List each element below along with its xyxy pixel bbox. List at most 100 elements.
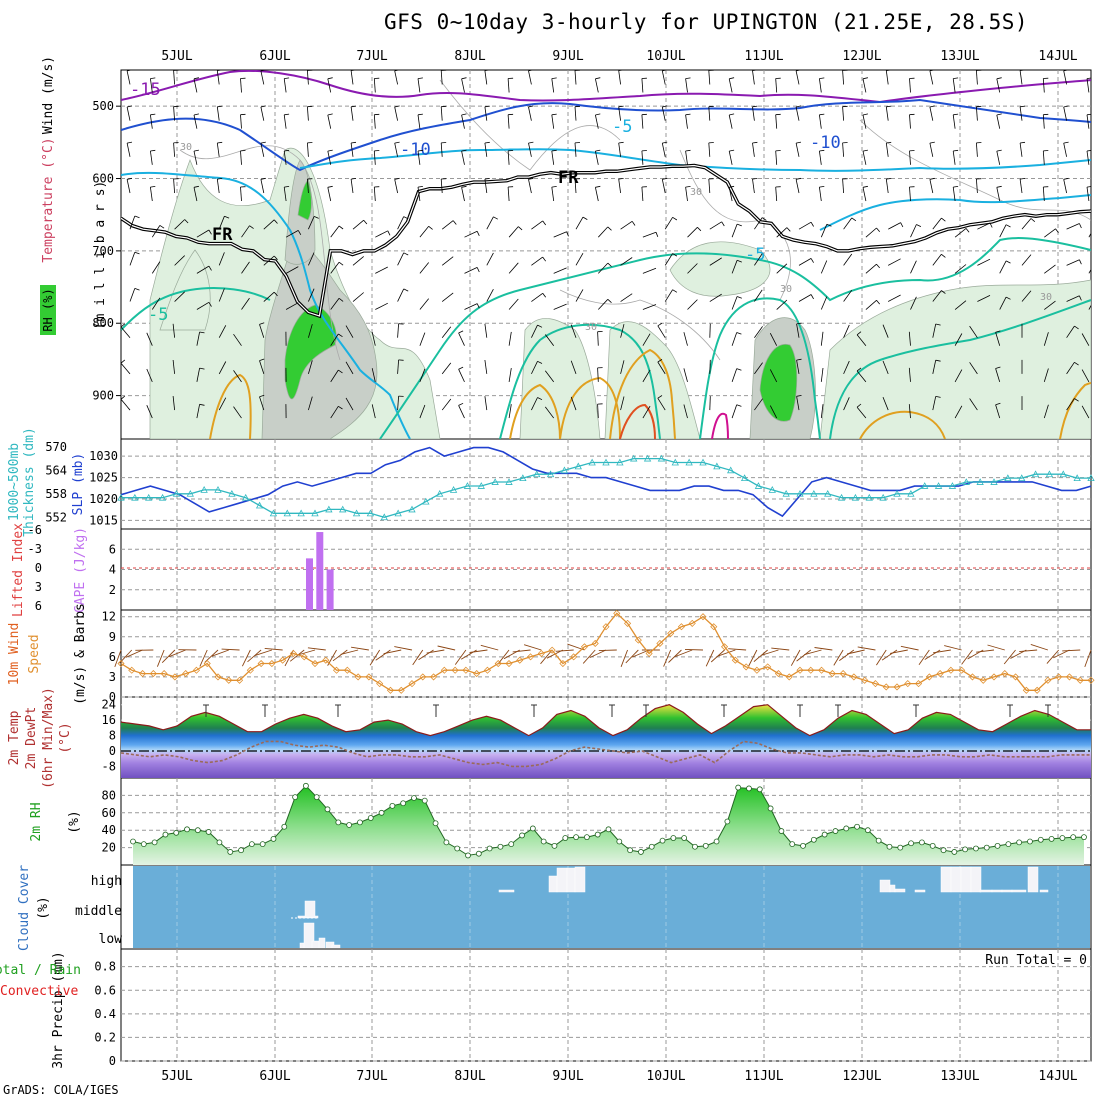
- thickness-marker: [921, 482, 929, 489]
- wind-barb: [820, 260, 828, 274]
- wind-barb-flag: [995, 402, 1001, 406]
- rh2m-marker: [962, 846, 969, 853]
- wind10m-marker: [322, 656, 330, 664]
- wind-barb-flag: [1074, 398, 1079, 402]
- rh2m-marker: [443, 839, 450, 846]
- wind-barb-flag: [284, 149, 290, 152]
- rh2m-marker: [151, 839, 158, 846]
- wind-barb: [173, 178, 175, 194]
- wind10m-marker: [785, 673, 793, 681]
- wind-barb: [796, 396, 800, 411]
- wind10m-barb: [796, 649, 812, 662]
- wind-barb: [283, 150, 287, 165]
- wind10m-marker: [354, 673, 362, 681]
- wind-barb: [263, 291, 275, 302]
- wind-barb-flag: [953, 113, 959, 116]
- thickness-marker: [1018, 474, 1026, 482]
- wind-barb-flag: [417, 77, 423, 79]
- thickness-marker: [630, 454, 638, 462]
- wind-barb-flag: [461, 149, 467, 152]
- wind-barb: [574, 70, 577, 85]
- temperature-contour: [509, 383, 561, 439]
- rh2m-marker: [951, 849, 958, 855]
- wind-barb-flag: [127, 141, 133, 144]
- freezing-level-inner: [121, 164, 1091, 317]
- wind-barb: [969, 362, 978, 375]
- wind10m-marker: [634, 636, 642, 644]
- wind-barb-flag: [259, 394, 265, 398]
- wind10m-barb: [1019, 649, 1038, 653]
- wind10m-marker: [332, 666, 341, 674]
- wind-barb: [1086, 78, 1090, 93]
- wind-barb: [484, 70, 488, 85]
- wind-barb: [819, 114, 822, 129]
- wind-barb: [531, 292, 543, 302]
- wind-barb: [1086, 187, 1090, 202]
- wind10m-barb: [254, 649, 273, 657]
- wind-barb: [996, 78, 1001, 93]
- temp-tick-label: 16: [102, 713, 116, 727]
- thickness-marker: [533, 470, 541, 478]
- wind-barb-flag: [796, 395, 802, 397]
- wind-barb: [508, 404, 512, 419]
- wind-barb-flag: [941, 253, 946, 258]
- wind-barb: [1043, 404, 1049, 419]
- wind-barb: [570, 324, 577, 338]
- rh2m-marker: [843, 825, 850, 832]
- wind-barb: [885, 70, 889, 85]
- wind-barb: [932, 396, 937, 411]
- wind-barb: [1081, 369, 1090, 383]
- wind10m-barb: [264, 647, 283, 651]
- wind10m-marker: [160, 670, 168, 678]
- wind-barb: [441, 398, 452, 411]
- wind-barb-flag: [607, 299, 612, 303]
- wind-barb: [820, 224, 828, 238]
- wind10m-marker: [343, 666, 351, 674]
- wind10m-marker: [764, 663, 772, 671]
- contour-label: FR: [212, 225, 233, 245]
- wind-barb: [574, 106, 577, 121]
- wind-barb: [775, 150, 778, 165]
- wind-barb: [995, 332, 1001, 346]
- wind-barb: [642, 333, 651, 346]
- wind10m-marker: [246, 666, 254, 674]
- wind-barb-flag: [259, 358, 265, 361]
- thickness-marker: [311, 509, 319, 517]
- wind-barb: [196, 404, 200, 419]
- wind10m-barb: [625, 649, 639, 664]
- wind-barb: [954, 300, 967, 310]
- wind-barb-flag: [476, 303, 480, 309]
- wind-barb: [544, 370, 555, 383]
- wind-barb: [218, 216, 225, 230]
- wind-barb-flag: [935, 323, 941, 326]
- wind10m-marker: [742, 663, 750, 671]
- wind10m-barb: [761, 649, 779, 656]
- wind-barb-flag: [184, 219, 189, 224]
- rh2m-marker: [908, 840, 914, 847]
- wind10m-marker: [925, 673, 933, 681]
- thickness-marker: [269, 509, 278, 517]
- wind-barb: [216, 106, 220, 121]
- wind-barb: [996, 151, 1001, 165]
- wind-barb-flag: [1005, 296, 1011, 300]
- wind10m-marker: [893, 683, 901, 691]
- wind-barb: [929, 179, 934, 194]
- wind-barb: [642, 231, 657, 238]
- wind-barb: [685, 150, 688, 165]
- wind-barb: [1063, 179, 1067, 194]
- thickness-marker: [145, 493, 153, 501]
- wind-barb: [544, 334, 555, 346]
- wind-barb: [976, 142, 978, 157]
- rh2m-marker: [778, 828, 785, 834]
- cloud-level-label: high: [91, 874, 122, 889]
- wind10m-barb: [247, 649, 262, 663]
- wind10m-barb: [900, 645, 919, 651]
- rh2m-marker: [746, 785, 752, 792]
- wind-barb: [330, 406, 339, 419]
- wind-barb: [731, 404, 738, 419]
- wind-barb: [151, 261, 161, 274]
- wind-barb: [216, 142, 220, 157]
- wind-barb: [664, 217, 673, 230]
- wind-barb: [1063, 143, 1067, 157]
- wind-barb: [885, 106, 889, 121]
